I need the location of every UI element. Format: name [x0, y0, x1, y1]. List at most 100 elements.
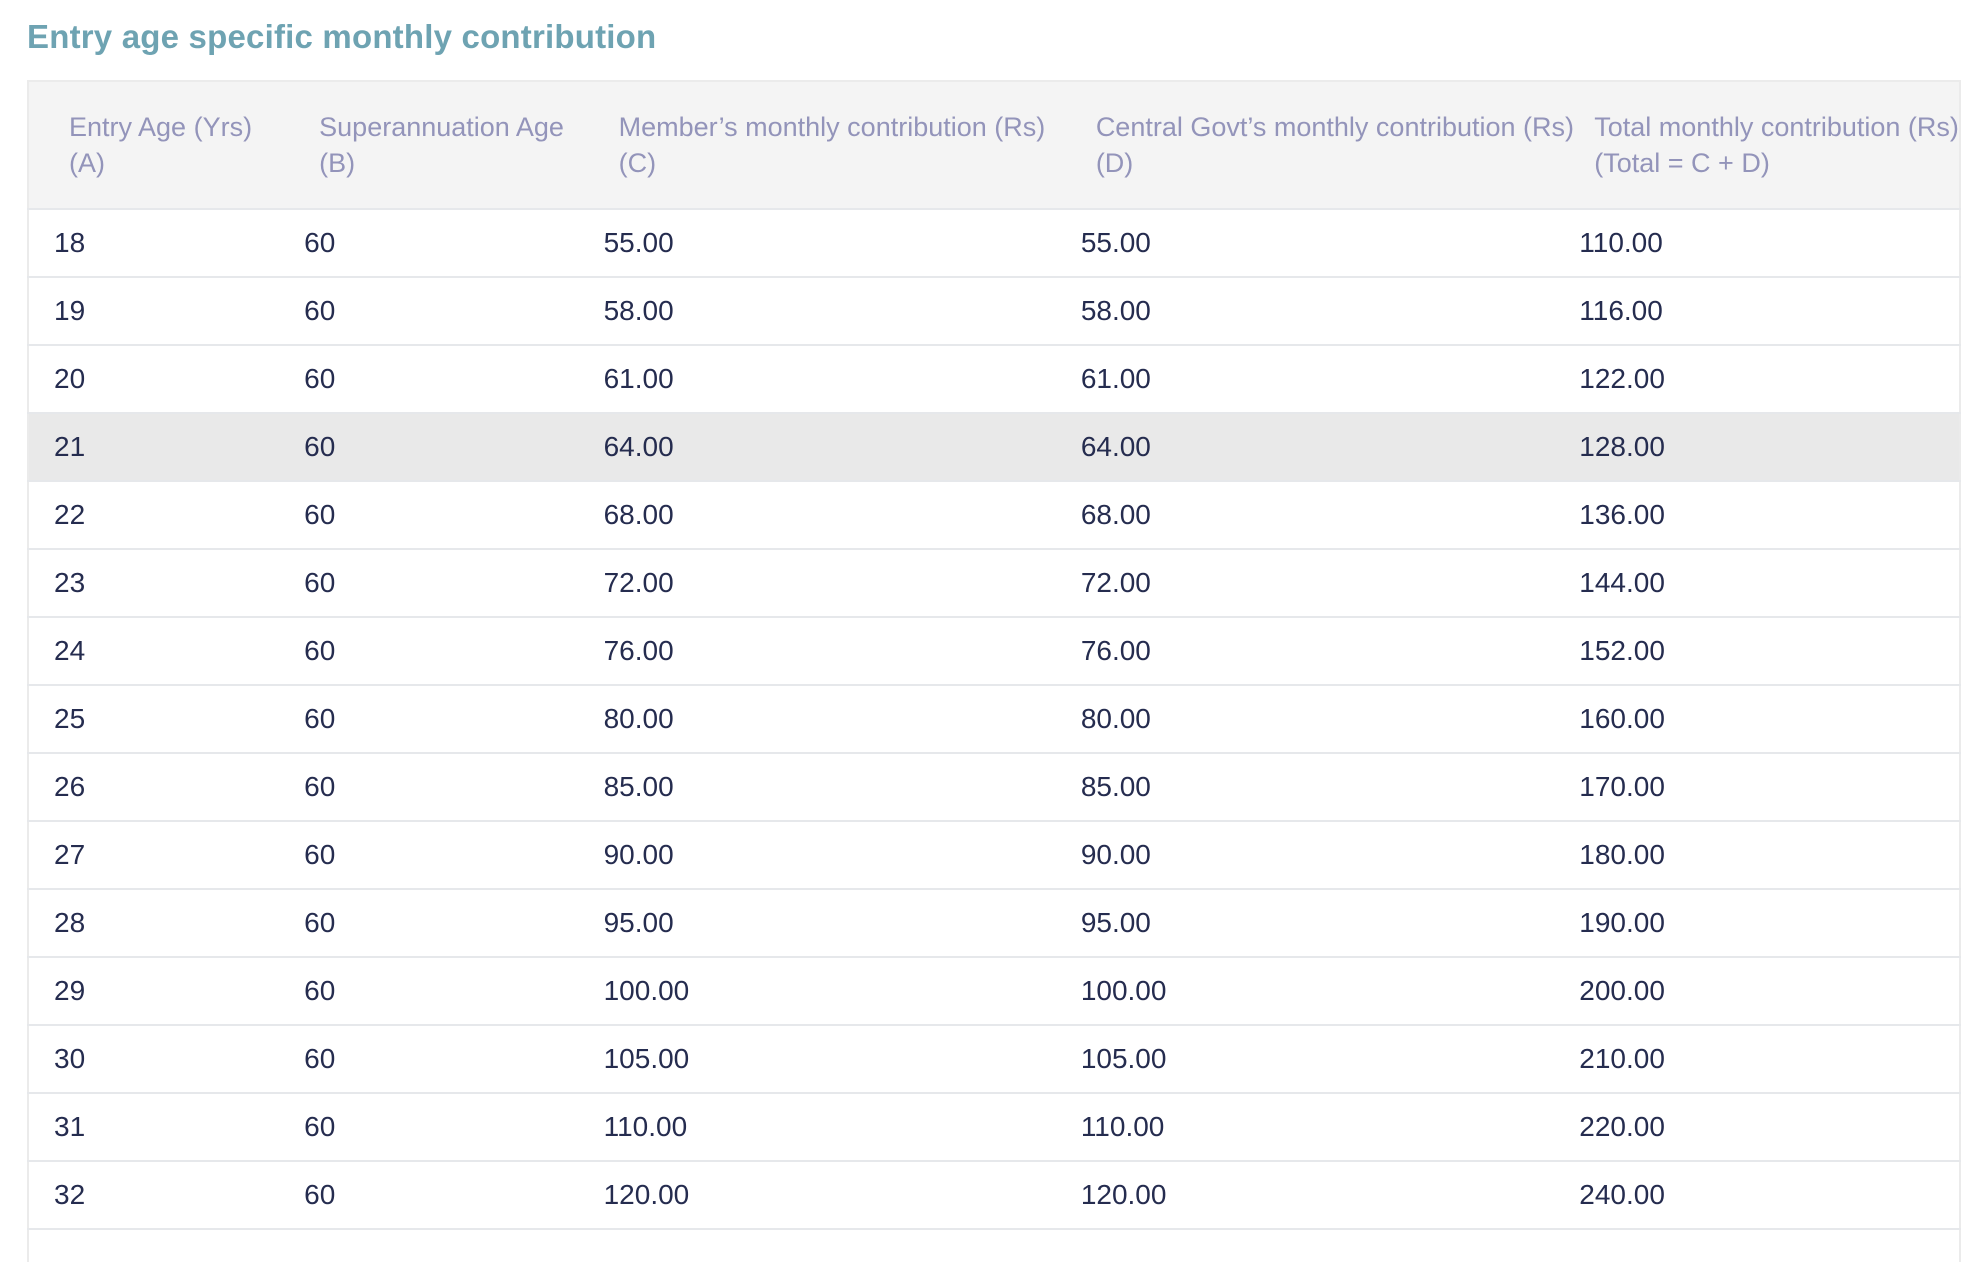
table-row[interactable]: 26 60 85.00 85.00 170.00 — [28, 753, 1960, 822]
column-header-entry-age: Entry Age (Yrs) (A) — [28, 81, 280, 210]
cell-superannuation-age: 60 — [279, 209, 579, 278]
column-header-label: Superannuation Age — [319, 112, 564, 142]
table-row[interactable]: 18 60 55.00 55.00 110.00 — [28, 209, 1960, 278]
contribution-table: Entry Age (Yrs) (A) Superannuation Age (… — [27, 80, 1961, 1262]
column-header-sublabel: (D) — [1095, 148, 1134, 178]
column-header-sublabel: (A) — [69, 148, 105, 178]
cell-member-contribution: 80.00 — [578, 685, 1056, 754]
cell-govt-contribution: 120.00 — [1055, 1161, 1555, 1230]
cell-total-contribution: 128.00 — [1554, 413, 1960, 482]
column-header-member-contribution: Member’s monthly contribution (Rs) (C) — [578, 81, 1056, 210]
cell-govt-contribution: 61.00 — [1055, 345, 1555, 414]
table-row[interactable]: 29 60 100.00 100.00 200.00 — [28, 957, 1960, 1026]
table-row[interactable]: 28 60 95.00 95.00 190.00 — [28, 889, 1960, 958]
cell-govt-contribution: 95.00 — [1055, 889, 1555, 958]
cell-govt-contribution: 85.00 — [1055, 753, 1555, 822]
cell-entry-age: 29 — [28, 957, 280, 1026]
cell-entry-age: 27 — [28, 821, 280, 890]
cell-superannuation-age: 60 — [279, 413, 579, 482]
cell-govt-contribution: 80.00 — [1055, 685, 1555, 754]
cell-superannuation-age: 60 — [279, 549, 579, 618]
cell-entry-age: 22 — [28, 481, 280, 550]
cell-entry-age: 21 — [28, 413, 280, 482]
cell-member-contribution: 64.00 — [578, 413, 1056, 482]
partial-next-row — [28, 1229, 1960, 1262]
cell-member-contribution: 72.00 — [578, 549, 1056, 618]
table-row[interactable]: 32 60 120.00 120.00 240.00 — [28, 1161, 1960, 1230]
cell-govt-contribution: 76.00 — [1055, 617, 1555, 686]
cell-member-contribution: 61.00 — [578, 345, 1056, 414]
cell-superannuation-age: 60 — [279, 1093, 579, 1162]
cell-member-contribution: 100.00 — [578, 957, 1056, 1026]
cell-superannuation-age: 60 — [279, 481, 579, 550]
cell-total-contribution: 144.00 — [1554, 549, 1960, 618]
table-row[interactable]: 22 60 68.00 68.00 136.00 — [28, 481, 1960, 550]
table-row[interactable]: 20 60 61.00 61.00 122.00 — [28, 345, 1960, 414]
cell-entry-age: 18 — [28, 209, 280, 278]
cell-superannuation-age: 60 — [279, 889, 579, 958]
table-row[interactable]: 31 60 110.00 110.00 220.00 — [28, 1093, 1960, 1162]
cell-total-contribution: 110.00 — [1554, 209, 1960, 278]
cell-superannuation-age: 60 — [279, 821, 579, 890]
cell-total-contribution: 200.00 — [1554, 957, 1960, 1026]
cell-superannuation-age: 60 — [279, 957, 579, 1026]
cell-entry-age: 25 — [28, 685, 280, 754]
cell-total-contribution: 180.00 — [1554, 821, 1960, 890]
cell-entry-age: 32 — [28, 1161, 280, 1230]
column-header-superannuation-age: Superannuation Age (B) — [279, 81, 579, 210]
cell-total-contribution: 190.00 — [1554, 889, 1960, 958]
cell-total-contribution: 210.00 — [1554, 1025, 1960, 1094]
column-header-sublabel: (B) — [319, 148, 356, 178]
cell-entry-age: 28 — [28, 889, 280, 958]
table-row[interactable]: 24 60 76.00 76.00 152.00 — [28, 617, 1960, 686]
table-row[interactable]: 25 60 80.00 80.00 160.00 — [28, 685, 1960, 754]
cell-govt-contribution: 55.00 — [1055, 209, 1555, 278]
cell-member-contribution: 120.00 — [578, 1161, 1056, 1230]
cell-govt-contribution: 68.00 — [1055, 481, 1555, 550]
cell-govt-contribution: 105.00 — [1055, 1025, 1555, 1094]
table-row[interactable]: 27 60 90.00 90.00 180.00 — [28, 821, 1960, 890]
cell-member-contribution: 55.00 — [578, 209, 1056, 278]
cell-entry-age: 24 — [28, 617, 280, 686]
table-row[interactable]: 21 60 64.00 64.00 128.00 — [28, 413, 1960, 482]
table-header-row: Entry Age (Yrs) (A) Superannuation Age (… — [28, 81, 1960, 210]
column-header-sublabel: (C) — [618, 148, 657, 178]
table-row[interactable]: 30 60 105.00 105.00 210.00 — [28, 1025, 1960, 1094]
cell-entry-age: 26 — [28, 753, 280, 822]
cell-total-contribution: 160.00 — [1554, 685, 1960, 754]
cell-total-contribution: 136.00 — [1554, 481, 1960, 550]
cell-superannuation-age: 60 — [279, 685, 579, 754]
cell-member-contribution: 85.00 — [578, 753, 1056, 822]
cell-member-contribution: 68.00 — [578, 481, 1056, 550]
column-header-label: Entry Age (Yrs) — [69, 112, 253, 142]
cell-total-contribution: 170.00 — [1554, 753, 1960, 822]
cell-entry-age: 20 — [28, 345, 280, 414]
cell-govt-contribution: 110.00 — [1055, 1093, 1555, 1162]
cell-member-contribution: 58.00 — [578, 277, 1056, 346]
cell-superannuation-age: 60 — [279, 277, 579, 346]
cell-member-contribution: 110.00 — [578, 1093, 1056, 1162]
table-row[interactable]: 23 60 72.00 72.00 144.00 — [28, 549, 1960, 618]
column-header-total-contribution: Total monthly contribution (Rs) (Total =… — [1554, 81, 1960, 210]
cell-entry-age: 30 — [28, 1025, 280, 1094]
table-row[interactable]: 19 60 58.00 58.00 116.00 — [28, 277, 1960, 346]
cell-govt-contribution: 90.00 — [1055, 821, 1555, 890]
column-header-govt-contribution: Central Govt’s monthly contribution (Rs)… — [1055, 81, 1574, 210]
column-header-label: Member’s monthly contribution (Rs) — [618, 112, 1046, 142]
cell-govt-contribution: 72.00 — [1055, 549, 1555, 618]
cell-govt-contribution: 58.00 — [1055, 277, 1555, 346]
cell-member-contribution: 76.00 — [578, 617, 1056, 686]
cell-govt-contribution: 64.00 — [1055, 413, 1555, 482]
cell-superannuation-age: 60 — [279, 753, 579, 822]
page-title: Entry age specific monthly contribution — [27, 18, 657, 55]
cell-total-contribution: 116.00 — [1554, 277, 1960, 346]
cell-member-contribution: 90.00 — [578, 821, 1056, 890]
cell-govt-contribution: 100.00 — [1055, 957, 1555, 1026]
cell-entry-age: 31 — [28, 1093, 280, 1162]
cell-superannuation-age: 60 — [279, 345, 579, 414]
page-container: Entry age specific monthly contribution … — [27, 18, 1961, 1262]
cell-total-contribution: 220.00 — [1554, 1093, 1960, 1162]
cell-superannuation-age: 60 — [279, 1025, 579, 1094]
cell-superannuation-age: 60 — [279, 617, 579, 686]
column-header-label: Central Govt’s monthly contribution (Rs) — [1095, 112, 1574, 142]
